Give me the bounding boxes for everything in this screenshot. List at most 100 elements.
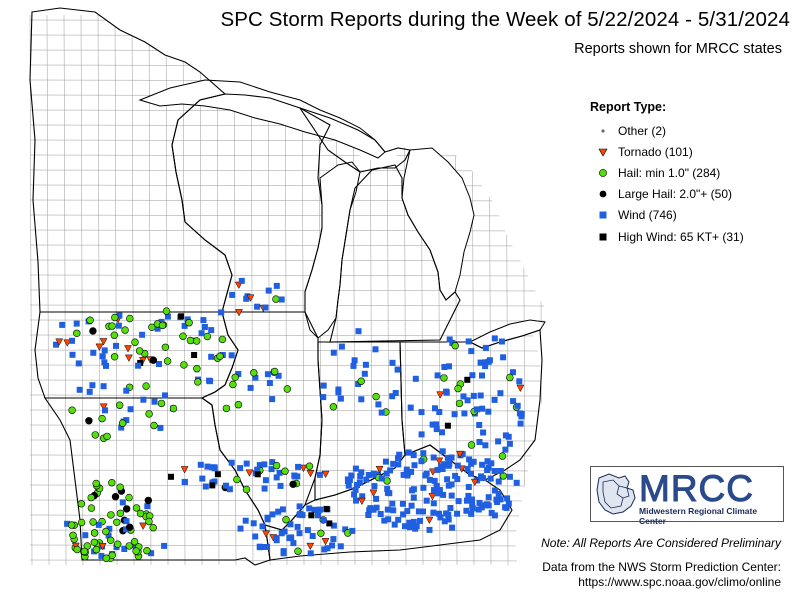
hail-report-marker	[98, 414, 106, 423]
tornado-report-marker	[124, 354, 133, 362]
wind-report-marker	[441, 518, 448, 525]
hail-report-marker	[86, 316, 94, 324]
hail-report-marker	[157, 399, 166, 408]
wind-report-marker	[345, 478, 351, 485]
wind-report-marker	[296, 530, 303, 537]
hail-report-marker	[73, 545, 81, 554]
hail-report-marker	[132, 547, 140, 555]
hail-report-marker	[145, 410, 153, 418]
highwind-report-marker	[308, 512, 315, 519]
hail-report-marker	[89, 518, 97, 526]
wind-report-marker	[181, 322, 188, 329]
wind-report-marker	[154, 325, 161, 332]
wind-report-marker	[345, 482, 352, 489]
wind-report-marker	[400, 471, 407, 478]
wind-report-marker	[139, 331, 146, 338]
hail-report-marker	[90, 529, 99, 537]
wind-report-marker	[252, 374, 259, 381]
wind-report-marker	[476, 422, 483, 428]
wind-report-marker	[127, 406, 134, 413]
wind-report-marker	[473, 406, 480, 413]
wind-report-marker	[373, 504, 380, 511]
hail-report-marker	[77, 500, 86, 508]
wind-report-marker	[392, 390, 399, 396]
wind-report-marker	[480, 475, 487, 482]
hail-report-marker	[90, 538, 99, 546]
hail-report-marker	[116, 509, 125, 517]
wind-report-marker	[470, 392, 477, 399]
wind-report-marker	[119, 499, 126, 506]
wind-report-marker	[477, 392, 484, 399]
wind-report-marker	[468, 510, 475, 517]
tornado-report-marker	[321, 538, 330, 546]
legend-label: Large Hail: 2.0"+ (50)	[618, 187, 732, 202]
wind-report-marker	[106, 525, 113, 532]
wind-report-marker	[100, 383, 107, 390]
hail-report-marker	[126, 314, 134, 323]
wind-report-marker	[59, 321, 66, 328]
hail-report-marker	[125, 542, 134, 550]
hail-report-marker	[68, 406, 76, 414]
wind-report-marker	[351, 357, 358, 364]
wind-report-marker	[465, 492, 472, 499]
wind-report-marker	[455, 498, 462, 505]
wind-report-marker	[384, 489, 391, 496]
wind-report-marker	[269, 459, 276, 466]
wind-report-marker	[264, 514, 271, 521]
hail-report-marker	[186, 336, 195, 345]
wind-report-marker	[486, 357, 493, 364]
wind-report-marker	[406, 519, 413, 526]
wind-report-marker	[488, 509, 495, 516]
wind-report-marker	[469, 496, 475, 503]
tornado-report-marker	[180, 466, 189, 474]
wind-report-marker	[476, 439, 483, 445]
wind-report-marker	[395, 455, 401, 462]
wind-report-marker	[442, 462, 449, 469]
wind-report-marker	[410, 452, 417, 459]
wind-report-marker	[493, 496, 500, 503]
wind-report-marker	[330, 522, 337, 529]
wind-report-marker	[500, 354, 507, 361]
wind-report-marker	[408, 502, 415, 509]
hail-report-marker	[281, 467, 289, 475]
wind-report-marker	[359, 493, 366, 500]
wind-report-marker	[479, 461, 486, 468]
wind-report-marker	[454, 510, 461, 517]
wind-report-marker	[443, 510, 450, 517]
hail-report-marker	[185, 319, 193, 327]
wind-report-marker	[390, 507, 397, 514]
wind-report-marker	[410, 486, 417, 493]
wind-report-marker	[437, 514, 444, 521]
wind-report-marker	[426, 526, 433, 533]
wind-report-marker	[287, 521, 294, 528]
wind-report-marker	[389, 393, 396, 400]
hail-report-marker	[131, 338, 139, 346]
wind-report-marker	[264, 371, 271, 378]
wind-report-marker	[510, 369, 516, 376]
wind-report-marker	[411, 462, 418, 469]
hail-report-marker	[121, 326, 129, 334]
wind-report-marker	[426, 476, 433, 483]
wind-report-marker	[403, 466, 410, 473]
legend: Report Type: Other (2) Tornado (101) Hai…	[590, 100, 744, 247]
tornado-report-marker	[139, 522, 148, 530]
wind-report-marker	[465, 338, 472, 345]
wind-report-marker	[228, 459, 235, 466]
hail-report-marker	[283, 385, 291, 393]
wind-report-marker	[296, 503, 303, 510]
large-hail-circle-icon	[590, 189, 616, 199]
wind-report-marker	[338, 343, 345, 350]
wind-report-marker	[517, 420, 524, 427]
wind-report-marker	[315, 507, 322, 514]
wind-report-marker	[113, 342, 119, 349]
wind-report-marker	[498, 338, 505, 345]
wind-report-marker	[464, 497, 470, 504]
wind-report-marker	[389, 500, 396, 507]
wind-report-marker	[370, 470, 377, 477]
hail-report-marker	[73, 329, 81, 337]
wind-report-marker	[412, 525, 419, 532]
wind-report-marker	[226, 486, 233, 493]
legend-title: Report Type:	[590, 100, 667, 114]
wind-report-marker	[418, 458, 425, 465]
wind-report-marker	[446, 460, 453, 467]
